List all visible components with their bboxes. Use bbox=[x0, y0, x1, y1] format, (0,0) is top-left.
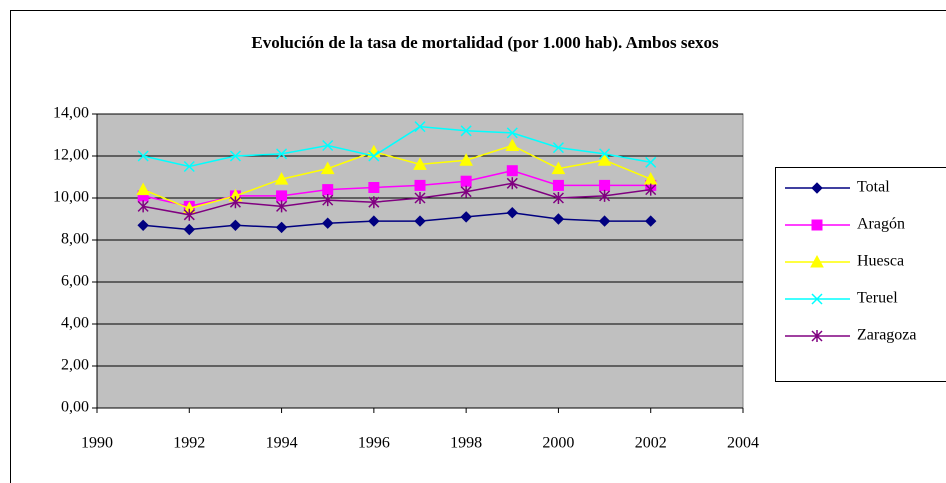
data-point bbox=[552, 192, 564, 204]
data-point bbox=[137, 200, 149, 213]
series-line bbox=[143, 182, 651, 216]
data-point bbox=[413, 157, 427, 170]
data-point bbox=[275, 221, 288, 234]
y-tick-label: 8,00 bbox=[61, 231, 89, 248]
data-point bbox=[229, 196, 241, 209]
y-tick-label: 6,00 bbox=[61, 273, 89, 290]
y-tick-label: 2,00 bbox=[61, 357, 89, 374]
x-tick-label: 1992 bbox=[173, 435, 205, 452]
data-point bbox=[414, 179, 426, 191]
legend-marker bbox=[811, 182, 823, 194]
data-point bbox=[414, 121, 426, 133]
data-point bbox=[229, 150, 241, 162]
data-point bbox=[276, 190, 288, 202]
legend-label: Total bbox=[857, 179, 890, 196]
data-point bbox=[322, 217, 334, 229]
data-point bbox=[645, 215, 657, 227]
data-point bbox=[414, 192, 426, 204]
data-point bbox=[645, 183, 657, 196]
x-tick-label: 2004 bbox=[727, 435, 759, 452]
legend-label: Huesca bbox=[857, 253, 904, 270]
data-point bbox=[460, 211, 472, 223]
data-point bbox=[137, 150, 149, 162]
data-point bbox=[322, 194, 334, 207]
data-point bbox=[322, 184, 334, 196]
series-line bbox=[142, 144, 651, 210]
data-point bbox=[552, 179, 564, 191]
data-point bbox=[322, 139, 334, 152]
y-tick-label: 10,00 bbox=[53, 189, 89, 206]
data-point bbox=[368, 150, 380, 162]
y-tick-label: 12,00 bbox=[53, 147, 89, 164]
data-point bbox=[506, 127, 518, 139]
data-point bbox=[136, 182, 150, 196]
data-point bbox=[599, 179, 611, 191]
data-point bbox=[229, 219, 242, 232]
x-tick-label: 1998 bbox=[450, 435, 482, 452]
legend-marker bbox=[811, 293, 823, 305]
data-point bbox=[506, 177, 518, 190]
legend-label: Zaragoza bbox=[857, 327, 917, 344]
series-line bbox=[142, 125, 651, 168]
data-point bbox=[599, 189, 611, 202]
data-point bbox=[506, 206, 518, 219]
data-point bbox=[552, 213, 565, 225]
legend-marker bbox=[811, 219, 823, 231]
data-point bbox=[598, 215, 611, 227]
data-point bbox=[368, 215, 380, 227]
data-point bbox=[183, 223, 195, 236]
series-line bbox=[143, 211, 651, 231]
data-point bbox=[599, 148, 611, 160]
data-point bbox=[460, 125, 472, 137]
data-point bbox=[506, 165, 518, 177]
data-point bbox=[183, 208, 195, 221]
y-tick-label: 14,00 bbox=[53, 105, 89, 122]
data-point bbox=[505, 138, 520, 151]
x-tick-label: 1990 bbox=[81, 435, 113, 452]
data-point bbox=[368, 196, 380, 209]
x-tick-label: 1994 bbox=[266, 435, 298, 452]
data-point bbox=[645, 156, 657, 168]
data-point bbox=[276, 200, 288, 213]
legend bbox=[775, 167, 946, 382]
data-point bbox=[551, 161, 566, 175]
x-tick-label: 2000 bbox=[542, 435, 574, 452]
data-point bbox=[597, 153, 612, 166]
data-point bbox=[459, 153, 473, 166]
data-point bbox=[137, 219, 149, 232]
legend-marker bbox=[811, 330, 823, 342]
data-point bbox=[183, 160, 195, 173]
y-tick-label: 0,00 bbox=[61, 399, 89, 416]
x-tick-label: 1996 bbox=[358, 435, 390, 452]
data-point bbox=[460, 185, 472, 198]
legend-label: Teruel bbox=[857, 290, 898, 307]
legend-label: Aragón bbox=[857, 216, 905, 233]
data-point bbox=[460, 175, 472, 187]
data-point bbox=[320, 161, 335, 175]
legend-marker bbox=[810, 254, 824, 268]
data-point bbox=[552, 142, 564, 154]
y-tick-label: 4,00 bbox=[61, 315, 89, 332]
data-point bbox=[414, 215, 426, 227]
chart-title: Evolución de la tasa de mortalidad (por … bbox=[251, 33, 719, 52]
data-point bbox=[274, 172, 289, 185]
x-tick-label: 2002 bbox=[635, 435, 667, 452]
data-point bbox=[368, 182, 380, 193]
data-point bbox=[276, 148, 288, 160]
